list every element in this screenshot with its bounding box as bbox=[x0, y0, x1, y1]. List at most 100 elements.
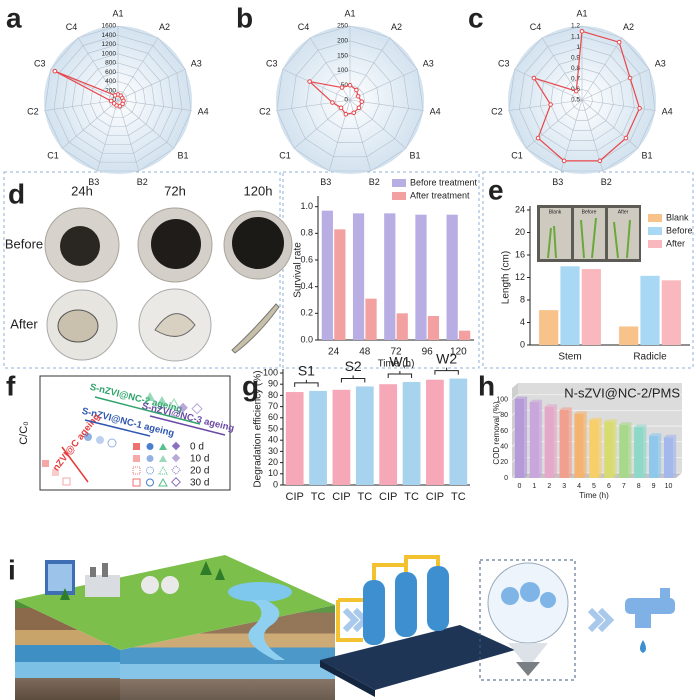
spoke bbox=[276, 99, 351, 111]
bar-top bbox=[559, 407, 572, 410]
bar bbox=[640, 275, 660, 345]
x-tick-label: TC bbox=[451, 491, 466, 503]
photo-time: 72h bbox=[164, 183, 186, 198]
spoke bbox=[309, 37, 351, 101]
spoke bbox=[525, 99, 583, 149]
bar-side bbox=[568, 407, 572, 478]
inset-label: Blank bbox=[549, 209, 562, 215]
spoke bbox=[328, 99, 351, 172]
bar-top bbox=[529, 399, 542, 403]
x-tick-label: 96 bbox=[422, 347, 434, 358]
axis-label: B2 bbox=[369, 177, 380, 187]
legend-label: 0 d bbox=[190, 442, 204, 453]
series-label: nZVI@C ageing bbox=[51, 411, 103, 473]
y-tick-label: 60 bbox=[268, 412, 278, 422]
x-tick-label: 2 bbox=[547, 483, 551, 490]
r-tick-label: 250 bbox=[337, 23, 348, 30]
axis-label: A2 bbox=[391, 22, 402, 32]
bar bbox=[446, 214, 458, 340]
legend-swatch bbox=[648, 214, 662, 222]
y-axis-label: Survival rate bbox=[293, 242, 304, 298]
bar-side bbox=[643, 424, 647, 478]
r-tick-label: 50 bbox=[341, 82, 349, 89]
r-tick-label: 0.7 bbox=[571, 76, 580, 83]
legend-label: 10 d bbox=[190, 454, 209, 465]
y-tick-label: 0.2 bbox=[300, 308, 313, 318]
y-tick-label: 20 bbox=[268, 457, 278, 467]
inset-label: After bbox=[618, 209, 629, 215]
r-tick-label: 400 bbox=[105, 78, 116, 85]
y-tick-label: 8 bbox=[520, 294, 525, 304]
data-point bbox=[637, 105, 642, 111]
y-tick-label: 90 bbox=[268, 379, 278, 389]
bar-top bbox=[574, 411, 587, 414]
y-axis-label: Length (cm) bbox=[501, 251, 512, 304]
axis-label: C3 bbox=[266, 59, 278, 69]
y-tick-label: 50 bbox=[268, 423, 278, 433]
x-axis-label: Time (h) bbox=[378, 359, 415, 370]
spoke bbox=[581, 99, 656, 111]
x-tick-label: 24 bbox=[328, 347, 340, 358]
group-bracket bbox=[294, 379, 319, 387]
bar bbox=[661, 280, 681, 345]
axis-label: C2 bbox=[27, 107, 39, 117]
axis-label: B1 bbox=[641, 151, 652, 161]
grid-ring bbox=[44, 25, 192, 172]
legend-label: Before bbox=[666, 225, 693, 235]
y-tick-label: 30 bbox=[268, 446, 278, 456]
data-point bbox=[623, 135, 629, 141]
bar bbox=[355, 386, 374, 485]
y-tick-label: 0.8 bbox=[300, 228, 313, 238]
scheme-frame bbox=[39, 375, 231, 491]
bar bbox=[560, 266, 580, 345]
r-tick-label: 1400 bbox=[102, 32, 117, 39]
x-tick-label: CIP bbox=[286, 491, 304, 503]
panel-label: g bbox=[242, 370, 259, 401]
r-tick-label: 200 bbox=[337, 38, 348, 45]
bar bbox=[589, 420, 599, 478]
bar-side bbox=[673, 434, 677, 478]
bar bbox=[604, 421, 614, 478]
axis-label: A1 bbox=[112, 8, 123, 18]
y-axis-label: COD removal (%) bbox=[492, 401, 501, 464]
r-tick-label: 0 bbox=[112, 97, 116, 104]
y-tick-label: 0.6 bbox=[300, 254, 313, 264]
r-tick-label: 1200 bbox=[102, 41, 117, 48]
data-point bbox=[330, 100, 335, 105]
inset-label: Before bbox=[582, 209, 597, 215]
axis-label: C3 bbox=[34, 59, 46, 69]
x-tick-label: 120 bbox=[450, 347, 467, 358]
bar-top bbox=[514, 396, 528, 399]
spoke bbox=[508, 99, 583, 111]
spoke bbox=[514, 68, 583, 101]
axis-label: C1 bbox=[511, 151, 523, 161]
treatment-illustration bbox=[15, 555, 675, 700]
r-tick-label: 1.1 bbox=[571, 33, 580, 40]
grid-ring bbox=[539, 57, 625, 141]
bar-side bbox=[658, 433, 662, 478]
grid-ring bbox=[99, 81, 137, 119]
y-tick-label: 80 bbox=[268, 390, 278, 400]
r-tick-label: 0.8 bbox=[571, 65, 580, 72]
bar bbox=[581, 269, 601, 345]
data-point bbox=[339, 85, 345, 90]
y-tick-label: 40 bbox=[500, 444, 508, 451]
bar-side bbox=[628, 422, 632, 478]
axis-label: C1 bbox=[279, 151, 291, 161]
group-bracket bbox=[340, 375, 366, 383]
axis-label: B2 bbox=[137, 177, 148, 187]
bar-top bbox=[649, 433, 662, 436]
kinetics-scheme: C/C₀ S-nZVI@NC-2 ageing S-nZVI@NC-3 agei… bbox=[18, 375, 235, 491]
x-tick-label: 10 bbox=[665, 483, 673, 490]
bar-top bbox=[619, 422, 632, 425]
data-point bbox=[579, 28, 585, 34]
r-tick-label: 1600 bbox=[102, 23, 117, 30]
legend-label: 20 d bbox=[190, 466, 209, 477]
data-point bbox=[111, 101, 117, 106]
axis-label: C1 bbox=[47, 151, 59, 161]
data-point bbox=[535, 135, 541, 141]
grid-ring bbox=[62, 44, 174, 154]
grid-ring bbox=[305, 55, 395, 143]
seedling-photo: Blank Before After bbox=[537, 205, 641, 262]
